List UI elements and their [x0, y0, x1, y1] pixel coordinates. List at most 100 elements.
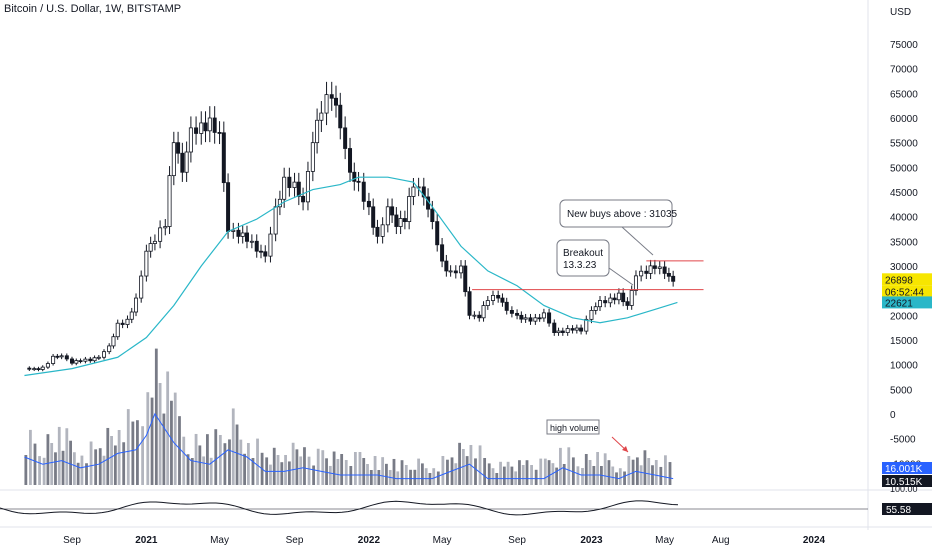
- volume-bar: [312, 465, 316, 485]
- candle: [152, 240, 157, 244]
- volume-bar: [272, 447, 276, 485]
- candle: [27, 367, 32, 370]
- candle: [244, 232, 249, 242]
- volume-bar: [441, 456, 445, 485]
- volume-bar: [654, 460, 658, 485]
- volume-bar: [373, 456, 377, 485]
- candle: [55, 355, 60, 358]
- volume-bar: [400, 460, 404, 485]
- candle: [111, 336, 116, 347]
- volume-bar: [530, 465, 533, 485]
- candle: [333, 97, 338, 106]
- candle: [92, 357, 97, 362]
- candle: [226, 182, 231, 232]
- volume-bar: [57, 426, 61, 485]
- candle: [236, 229, 241, 237]
- volume-bar: [162, 413, 166, 485]
- ma-value-badge: [882, 296, 932, 309]
- candle: [398, 218, 403, 227]
- volume-bar: [29, 429, 32, 485]
- candle: [199, 122, 204, 134]
- candle: [88, 358, 93, 362]
- volume-bar: [89, 441, 93, 485]
- moving-average-line: [24, 176, 678, 377]
- candle: [184, 151, 189, 173]
- price-tick-label: 30000: [890, 262, 918, 273]
- oscillator-value-badge: [882, 503, 932, 515]
- price-tick-label: 10000: [890, 361, 918, 372]
- candle: [45, 363, 50, 368]
- candle: [612, 297, 617, 301]
- candle: [319, 112, 324, 121]
- candle: [547, 312, 552, 324]
- volume-value-text: 16.001K: [885, 464, 923, 475]
- candle: [633, 275, 638, 291]
- volume-bar: [643, 450, 647, 485]
- candle: [616, 292, 621, 301]
- candle: [96, 356, 101, 359]
- candle: [221, 132, 226, 184]
- candle: [32, 368, 37, 371]
- volume-bar: [98, 448, 102, 485]
- candle: [343, 127, 348, 149]
- volume-bar: [571, 457, 575, 485]
- high-volume-arrowhead: [622, 446, 628, 452]
- volume-bar: [42, 457, 46, 485]
- candle: [163, 226, 168, 229]
- candle: [608, 297, 613, 304]
- volume-bar: [146, 392, 150, 485]
- countdown-text: 06:52:44: [885, 287, 924, 298]
- candle: [171, 142, 176, 177]
- candle: [472, 314, 477, 317]
- volume-bar: [173, 392, 177, 485]
- volume-bar: [117, 430, 121, 485]
- volume-bar: [534, 469, 538, 485]
- volume-bar: [228, 439, 231, 485]
- volume-bar: [158, 383, 162, 485]
- volume-bar: [611, 466, 615, 485]
- volume-bar: [547, 460, 551, 485]
- volume-bar: [299, 456, 303, 485]
- candle: [203, 122, 208, 132]
- volume-bar: [214, 429, 218, 485]
- candle: [467, 291, 472, 316]
- oscillator-line: [0, 500, 679, 516]
- volume-bar: [325, 458, 328, 485]
- time-tick-label: Sep: [63, 535, 81, 546]
- candle: [444, 260, 449, 272]
- candle: [148, 243, 153, 252]
- candle: [440, 244, 445, 262]
- volume-bar: [474, 458, 477, 485]
- candle: [64, 355, 69, 360]
- volume-bar: [328, 465, 332, 485]
- candle: [70, 358, 75, 364]
- candle: [625, 301, 630, 306]
- candle: [207, 117, 212, 132]
- volume-bar: [525, 460, 529, 485]
- candle: [74, 360, 79, 364]
- volume-bar: [256, 438, 259, 485]
- volume-bar: [166, 371, 170, 485]
- volume-bar: [61, 450, 65, 485]
- volume-bar: [567, 447, 571, 485]
- candle: [662, 266, 667, 274]
- new-buys-text: New buys above : 31035: [567, 209, 678, 220]
- candle: [519, 314, 524, 320]
- volume-bar: [284, 455, 287, 485]
- candle: [51, 355, 56, 364]
- volume-bar: [539, 458, 543, 485]
- oscillator-value-text: 55.58: [886, 505, 911, 516]
- candle: [402, 218, 407, 222]
- candle: [268, 233, 273, 257]
- time-tick-label: 2023: [580, 535, 603, 546]
- volume-bar: [381, 457, 385, 485]
- candle: [380, 224, 385, 237]
- price-tick-label: 45000: [890, 188, 918, 199]
- candle: [430, 208, 435, 222]
- candle: [648, 265, 653, 274]
- candle: [597, 300, 602, 308]
- volume-bar: [555, 467, 559, 485]
- time-tick-label: May: [433, 535, 452, 546]
- candle: [78, 360, 83, 363]
